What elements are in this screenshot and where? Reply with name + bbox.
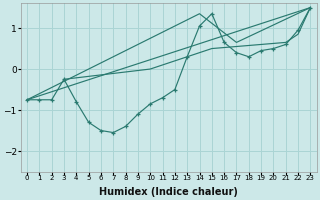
X-axis label: Humidex (Indice chaleur): Humidex (Indice chaleur) [99,187,238,197]
